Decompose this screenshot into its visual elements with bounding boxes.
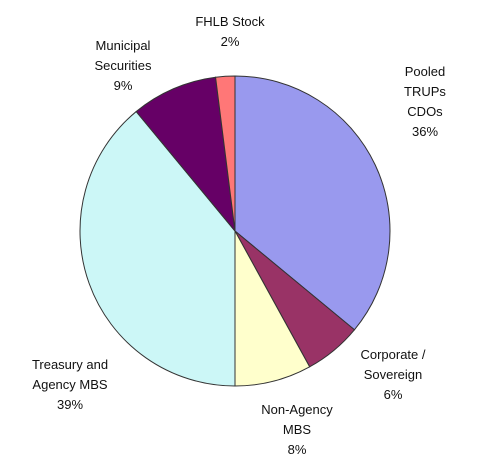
category-label: Non-Agency MBS [261,402,333,437]
slice-label: FHLB Stock 2% [185,12,275,52]
value-label: 8% [287,442,307,457]
slice-label: Non-Agency MBS 8% [257,400,337,460]
category-label: Municipal Securities [94,38,152,73]
pie-slice [234,75,391,331]
category-label: Pooled TRUPs CDOs [404,64,446,119]
slice-label: Treasury and Agency MBS 39% [28,355,112,415]
value-label: 6% [383,387,403,402]
category-label: Treasury and Agency MBS [31,357,109,392]
pie-slice [135,76,236,233]
value-label: 39% [56,397,84,412]
value-label: 9% [113,78,133,93]
pie-slice [79,110,236,387]
value-label: 2% [220,34,240,49]
slice-label: Pooled TRUPs CDOs 36% [385,62,465,142]
slice-label: Corporate / Sovereign 6% [356,345,430,405]
pie-slice [215,75,236,232]
slice-label: Municipal Securities 9% [87,36,159,96]
value-label: 36% [411,124,439,139]
category-label: FHLB Stock [195,14,265,29]
category-label: Corporate / Sovereign [360,347,426,382]
